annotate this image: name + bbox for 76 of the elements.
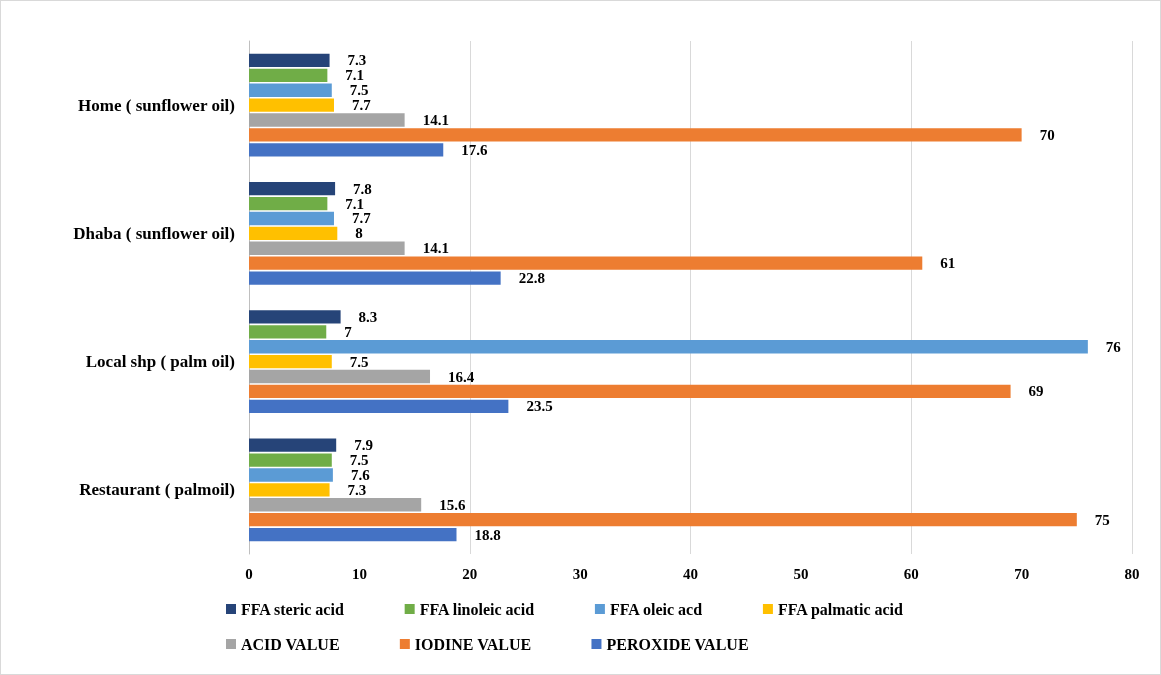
y-tick-label: Restaurant ( palmoil): [79, 480, 235, 500]
y-tick-label: Home ( sunflower oil): [78, 95, 235, 115]
x-tick-label: 0: [245, 565, 253, 582]
bar: [249, 310, 341, 324]
bar: [249, 113, 405, 127]
data-label: 14.1: [422, 112, 449, 129]
x-tick-label: 10: [351, 565, 367, 582]
bar: [249, 513, 1077, 527]
bar: [249, 211, 334, 226]
data-label: 70: [1039, 126, 1055, 143]
data-label: 22.8: [518, 270, 545, 287]
data-label: 7.6: [350, 466, 371, 483]
bar: [249, 483, 330, 497]
legend-label: PEROXIDE VALUE: [606, 635, 749, 653]
data-label: 7.5: [349, 353, 369, 370]
data-label: 7.1: [345, 67, 365, 84]
bar: [249, 271, 501, 285]
data-label: 7.9: [354, 437, 373, 454]
x-tick-label: 30: [572, 565, 588, 582]
bar: [249, 256, 923, 270]
data-label: 7.1: [345, 195, 365, 212]
bar: [249, 83, 332, 97]
x-tick-label: 40: [683, 565, 698, 582]
data-label: 7: [344, 323, 353, 340]
x-tick-label: 80: [1124, 565, 1140, 582]
bar: [249, 369, 431, 384]
data-label: 23.5: [526, 398, 553, 415]
bar: [249, 128, 1022, 142]
bar: [249, 196, 328, 211]
bar: [249, 468, 333, 482]
data-label: 17.6: [461, 141, 489, 158]
data-label: 16.4: [448, 368, 475, 385]
bar: [249, 438, 337, 452]
data-label: 7.5: [349, 452, 369, 469]
data-label: 14.1: [422, 240, 449, 257]
data-label: 7.5: [349, 82, 369, 99]
data-label: 8.3: [358, 308, 378, 325]
bar: [249, 53, 330, 68]
bar: [249, 182, 336, 196]
data-label: 7.3: [347, 52, 367, 69]
bar: [249, 498, 422, 512]
legend-label: ACID VALUE: [241, 635, 340, 653]
data-label: 7.3: [347, 481, 367, 498]
data-label: 76: [1105, 338, 1122, 355]
x-tick-label: 20: [462, 565, 478, 582]
bar: [249, 340, 1088, 354]
legend-label: FFA palmatic acid: [777, 600, 904, 619]
legend-label: IODINE VALUE: [414, 635, 532, 653]
data-label: 7.8: [353, 180, 372, 197]
data-label: 18.8: [474, 526, 501, 543]
data-label: 7.7: [351, 97, 372, 114]
bar: [249, 384, 1011, 399]
x-tick-label: 70: [1014, 565, 1030, 582]
bar: [249, 226, 338, 241]
y-tick-label: Dhaba ( sunflower oil): [73, 223, 235, 243]
y-tick-label: Local shp ( palm oil): [85, 352, 235, 372]
bar: [249, 453, 332, 467]
legend-label: FFA linoleic acid: [419, 600, 535, 618]
data-label: 15.6: [439, 496, 466, 513]
data-label: 75: [1094, 511, 1110, 528]
data-label: 61: [940, 255, 956, 272]
bar: [249, 399, 509, 413]
data-label: 69: [1028, 383, 1044, 400]
x-tick-label: 60: [903, 565, 919, 582]
bar: [249, 143, 444, 157]
x-tick-label: 50: [793, 565, 809, 582]
bar: [249, 325, 327, 339]
legend-label: FFA oleic acd: [609, 600, 703, 618]
bar: [249, 527, 457, 542]
bar: [249, 241, 405, 255]
bar: [249, 68, 328, 82]
legend-label: FFA steric acid: [241, 600, 344, 618]
data-label: 7.7: [351, 210, 372, 227]
bar: [249, 354, 332, 369]
data-label: 8: [355, 225, 363, 242]
bar: [249, 98, 334, 112]
